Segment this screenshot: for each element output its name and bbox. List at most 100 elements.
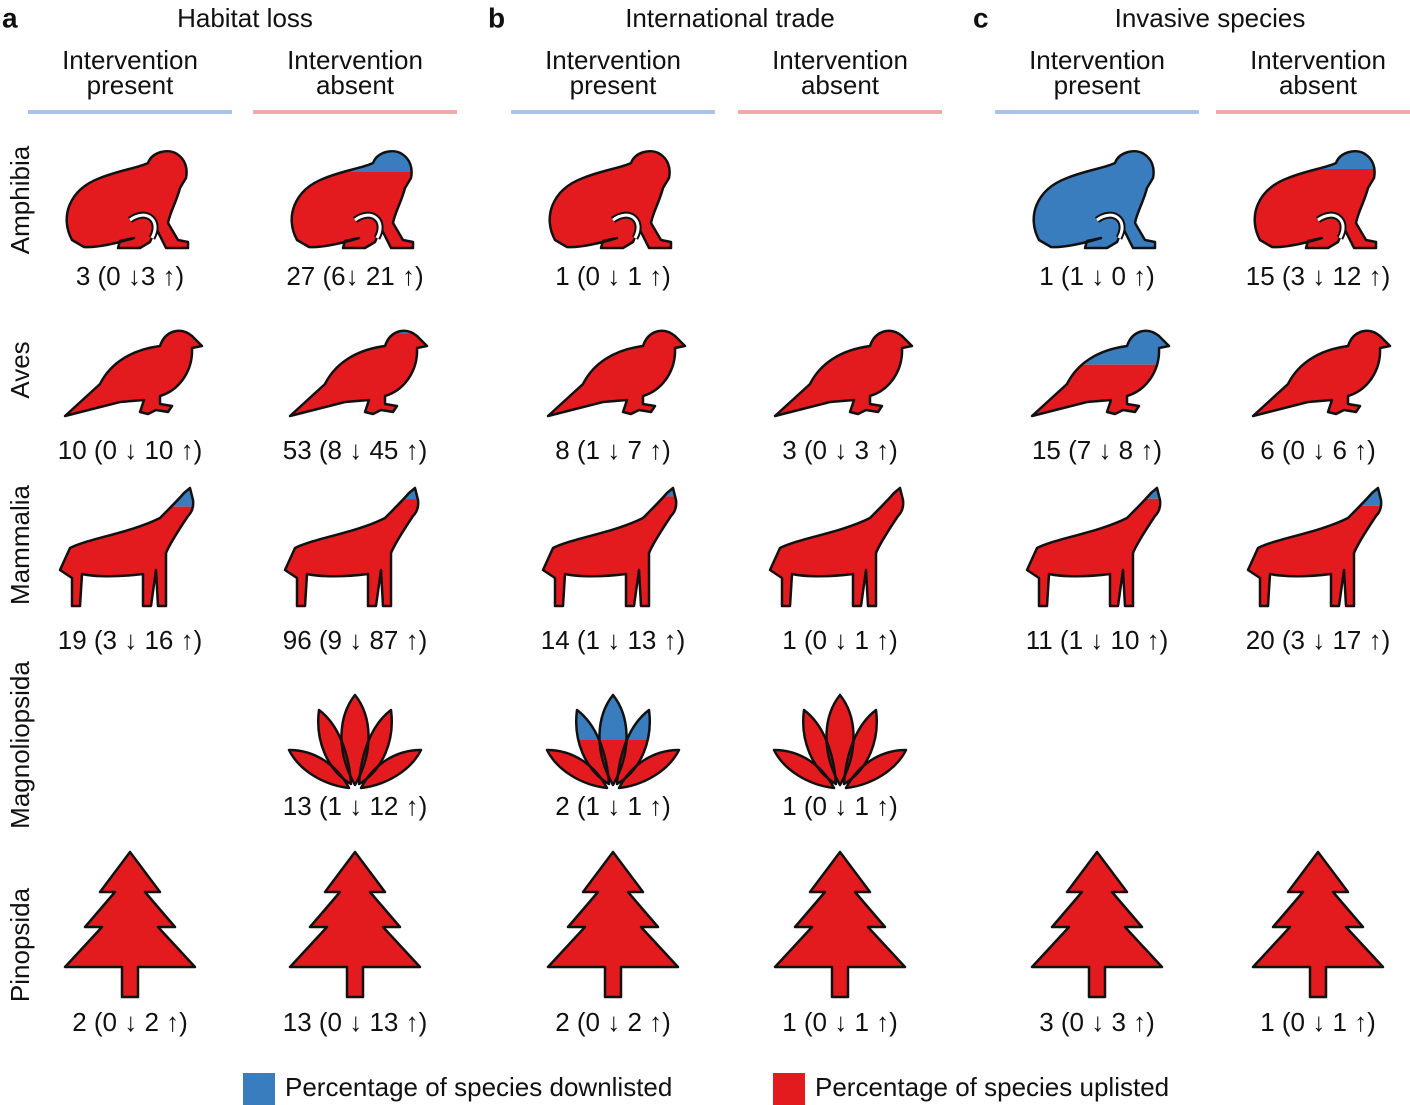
icon-outline [288,850,422,999]
icon [1251,329,1392,418]
icon [290,150,415,250]
icon-outline [1251,329,1392,418]
panel-title: Invasive species [1115,3,1306,33]
icon-outline [772,748,836,790]
panel-letter: c [973,2,989,33]
icon-outline [287,748,351,790]
icon [1030,329,1171,418]
icon-outline [1246,486,1383,608]
uplisted-fill [1032,852,1162,997]
column-label: Intervention absent [1250,45,1386,100]
icon [65,150,190,250]
icon-detail [1317,213,1345,239]
count-label: 11 (1 ↓ 10 ↑) [1026,625,1169,655]
icon-outline [283,486,420,608]
count-label: 1 (0 ↓ 1 ↑) [555,261,671,291]
icon [541,486,678,608]
icon-outline [1030,329,1171,418]
icon-outline [773,329,914,418]
icon [287,693,423,790]
count-label: 1 (0 ↓ 1 ↑) [1260,1007,1376,1037]
icon-outline [65,150,190,250]
icon-outline [617,748,681,790]
icon-outline [548,150,673,250]
downlisted-fill [543,318,683,331]
count-label: 3 (0 ↓ 3 ↑) [782,435,898,465]
icon [63,850,197,999]
uplisted-fill [1032,364,1167,416]
icon-outline [844,748,908,790]
icon [773,850,907,999]
icon [1032,150,1157,250]
icon-outline [546,850,680,999]
icon [543,318,687,418]
icon-detail [129,213,157,239]
icon [773,329,914,418]
uplisted-fill [549,151,671,248]
icon-detail [354,213,382,239]
icon [1246,486,1383,608]
icon-outline [340,693,370,787]
icon [1251,850,1385,999]
icon-outline [773,850,907,999]
count-label: 1 (0 ↓ 1 ↑) [782,791,898,821]
uplisted-fill [774,695,906,788]
downlisted-fill [1033,151,1155,248]
legend-label: Percentage of species downlisted [285,1072,672,1102]
icon [283,486,420,608]
uplisted-fill [66,151,188,248]
icon-detail [612,213,640,239]
icon-outline [288,329,429,418]
icon-outline [545,748,609,790]
count-label: 15 (3 ↓ 12 ↑) [1246,261,1391,291]
panel-letter: a [2,2,18,33]
downlisted-fill [1254,151,1376,169]
row-label: Magnoliopsida [5,661,35,829]
count-label: 13 (1 ↓ 12 ↑) [283,791,428,821]
icon [1025,486,1162,608]
icon-outline [290,150,415,250]
legend-swatch [243,1073,275,1105]
downlisted-fill [1032,330,1167,365]
uplisted-fill [548,330,683,416]
count-label: 20 (3 ↓ 17 ↑) [1246,625,1391,655]
column-label: Intervention present [545,45,681,100]
downlisted-fill [547,695,679,740]
count-label: 96 (9 ↓ 87 ↑) [283,625,428,655]
legend-label: Percentage of species uplisted [815,1072,1169,1102]
row-label: Pinopsida [5,887,35,1002]
uplisted-fill [290,333,425,416]
count-label: 1 (1 ↓ 0 ↑) [1039,261,1155,291]
icon-outline [768,486,905,608]
icon [58,486,195,608]
count-label: 15 (7 ↓ 8 ↑) [1032,435,1162,465]
downlisted-fill [543,488,677,497]
count-label: 53 (8 ↓ 45 ↑) [283,435,428,465]
count-label: 27 (6↓ 21 ↑) [286,261,423,291]
count-label: 2 (1 ↓ 1 ↑) [555,791,671,821]
icon [545,693,681,790]
uplisted-fill [1253,852,1383,997]
icon-outline [1032,150,1157,250]
icon-outline [58,486,195,608]
icon-outline [63,850,197,999]
uplisted-fill [548,852,678,997]
uplisted-fill [290,852,420,997]
panel-title: Habitat loss [177,3,313,33]
row-label: Amphibia [5,145,35,254]
count-label: 8 (1 ↓ 7 ↑) [555,435,671,465]
icon-outline [546,329,687,418]
panel-title: International trade [625,3,835,33]
count-label: 3 (0 ↓3 ↑) [76,261,184,291]
icon [548,150,673,250]
icon-outline [541,486,678,608]
count-label: 1 (0 ↓ 1 ↑) [782,625,898,655]
count-label: 6 (0 ↓ 6 ↑) [1260,435,1376,465]
column-label: Intervention present [62,45,198,100]
icon [772,693,908,790]
icon [63,329,204,418]
icon [768,486,905,608]
icon-outline [1251,850,1385,999]
